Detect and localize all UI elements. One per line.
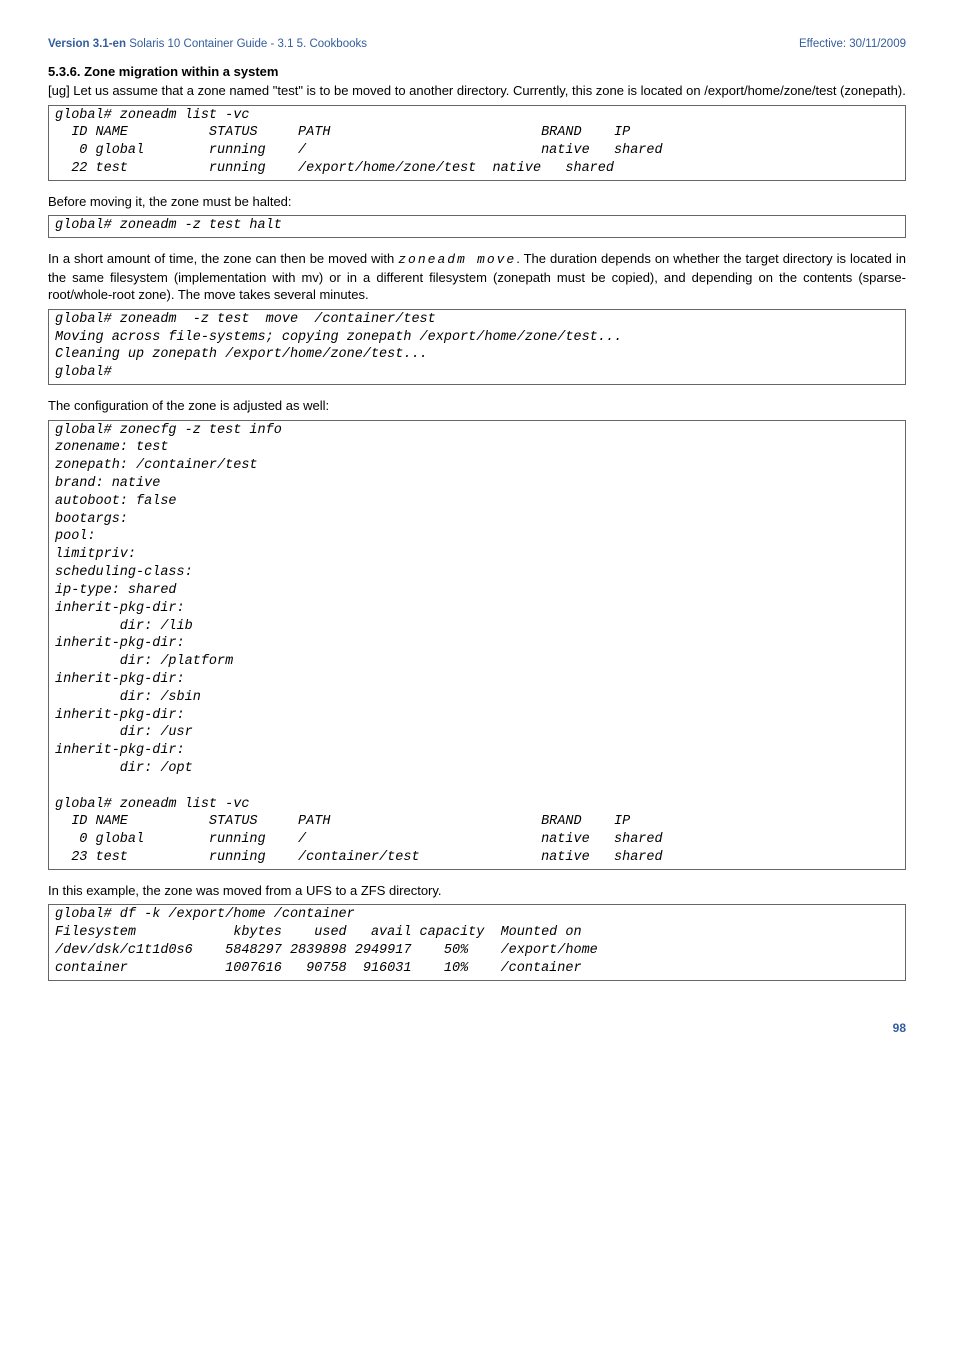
header-version: Version 3.1-en	[48, 38, 126, 50]
inline-command: zoneadm move	[398, 252, 516, 267]
paragraph-5: In this example, the zone was moved from…	[48, 882, 906, 900]
code-block-4: global# zonecfg -z test info zonename: t…	[48, 420, 906, 870]
page-number: 98	[48, 1021, 906, 1035]
code-block-2: global# zoneadm -z test halt	[48, 215, 906, 238]
para3-part-a: In a short amount of time, the zone can …	[48, 251, 398, 266]
code-block-3: global# zoneadm -z test move /container/…	[48, 309, 906, 385]
section-heading: 5.3.6. Zone migration within a system	[48, 64, 906, 79]
paragraph-3: In a short amount of time, the zone can …	[48, 250, 906, 304]
code-block-5: global# df -k /export/home /container Fi…	[48, 904, 906, 980]
header-left: Version 3.1-en Solaris 10 Container Guid…	[48, 38, 367, 50]
page-header: Version 3.1-en Solaris 10 Container Guid…	[48, 38, 906, 50]
code-block-1: global# zoneadm list -vc ID NAME STATUS …	[48, 105, 906, 181]
header-effective: Effective: 30/11/2009	[799, 38, 906, 50]
intro-paragraph: [ug] Let us assume that a zone named "te…	[48, 82, 906, 100]
header-title: Solaris 10 Container Guide - 3.1 5. Cook…	[129, 38, 367, 50]
paragraph-4: The configuration of the zone is adjuste…	[48, 397, 906, 415]
paragraph-2: Before moving it, the zone must be halte…	[48, 193, 906, 211]
